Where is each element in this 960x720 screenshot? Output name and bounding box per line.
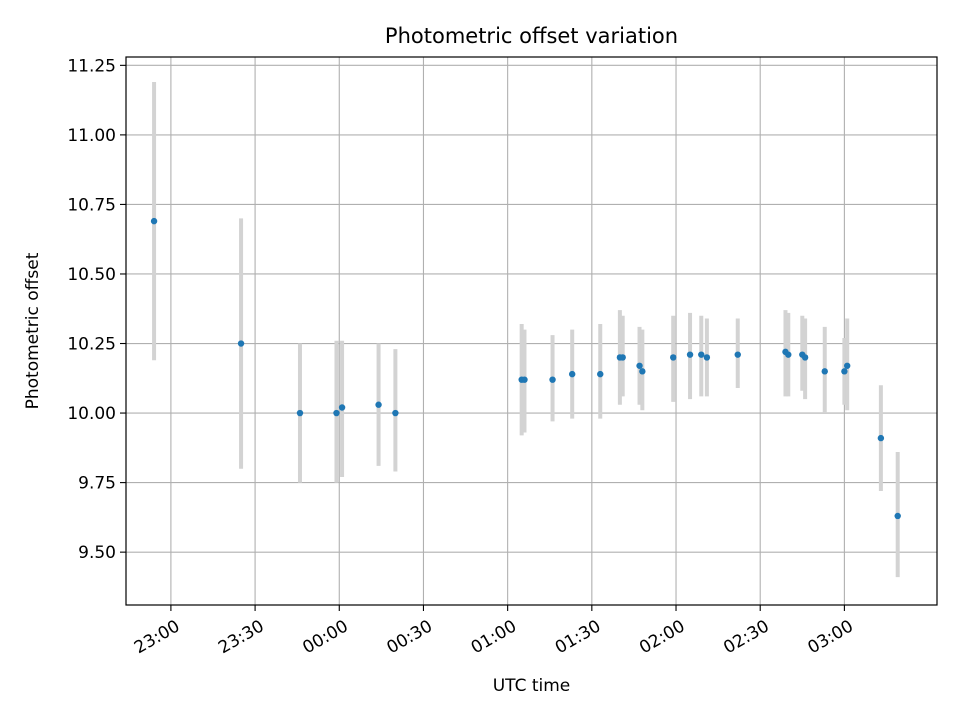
y-tick-label: 10.75 — [67, 195, 116, 215]
y-tick-label: 10.00 — [67, 404, 116, 424]
plot-frame — [125, 56, 938, 606]
data-point — [686, 351, 694, 358]
data-point — [734, 351, 741, 358]
y-tick-label: 10.25 — [67, 335, 116, 355]
data-point — [636, 362, 643, 369]
y-tick-label: 9.75 — [78, 474, 116, 494]
data-point — [877, 434, 885, 442]
data-point — [568, 370, 576, 378]
data-point — [619, 354, 626, 361]
data-point — [296, 409, 304, 417]
data-point — [844, 362, 851, 369]
y-tick-label: 11.25 — [67, 56, 116, 76]
chart-title: Photometric offset variation — [385, 24, 678, 48]
y-tick-label: 9.50 — [78, 543, 116, 563]
data-point — [597, 370, 604, 378]
y-axis-label: Photometric offset — [23, 252, 43, 409]
data-point — [521, 376, 528, 383]
x-axis-label: UTC time — [493, 676, 571, 696]
data-point — [338, 404, 346, 411]
data-point — [785, 351, 792, 358]
data-point — [150, 217, 158, 225]
data-point — [639, 368, 646, 375]
data-point — [670, 354, 677, 361]
data-point — [821, 368, 828, 375]
data-point — [237, 340, 245, 347]
y-axis: 9.50 9.75 10.00 10.25 10.50 10.75 11.00 11.25 — [67, 56, 126, 563]
data-point — [549, 376, 556, 383]
data-point — [801, 354, 809, 361]
data-point — [698, 351, 705, 358]
data-point — [333, 409, 340, 417]
data-point — [841, 368, 848, 375]
data-point — [703, 354, 711, 361]
data-point — [392, 409, 399, 417]
y-tick-label: 11.00 — [67, 126, 116, 146]
data-point — [375, 401, 382, 408]
data-point — [894, 512, 901, 520]
data-points — [150, 217, 901, 520]
y-tick-label: 10.50 — [67, 265, 116, 285]
